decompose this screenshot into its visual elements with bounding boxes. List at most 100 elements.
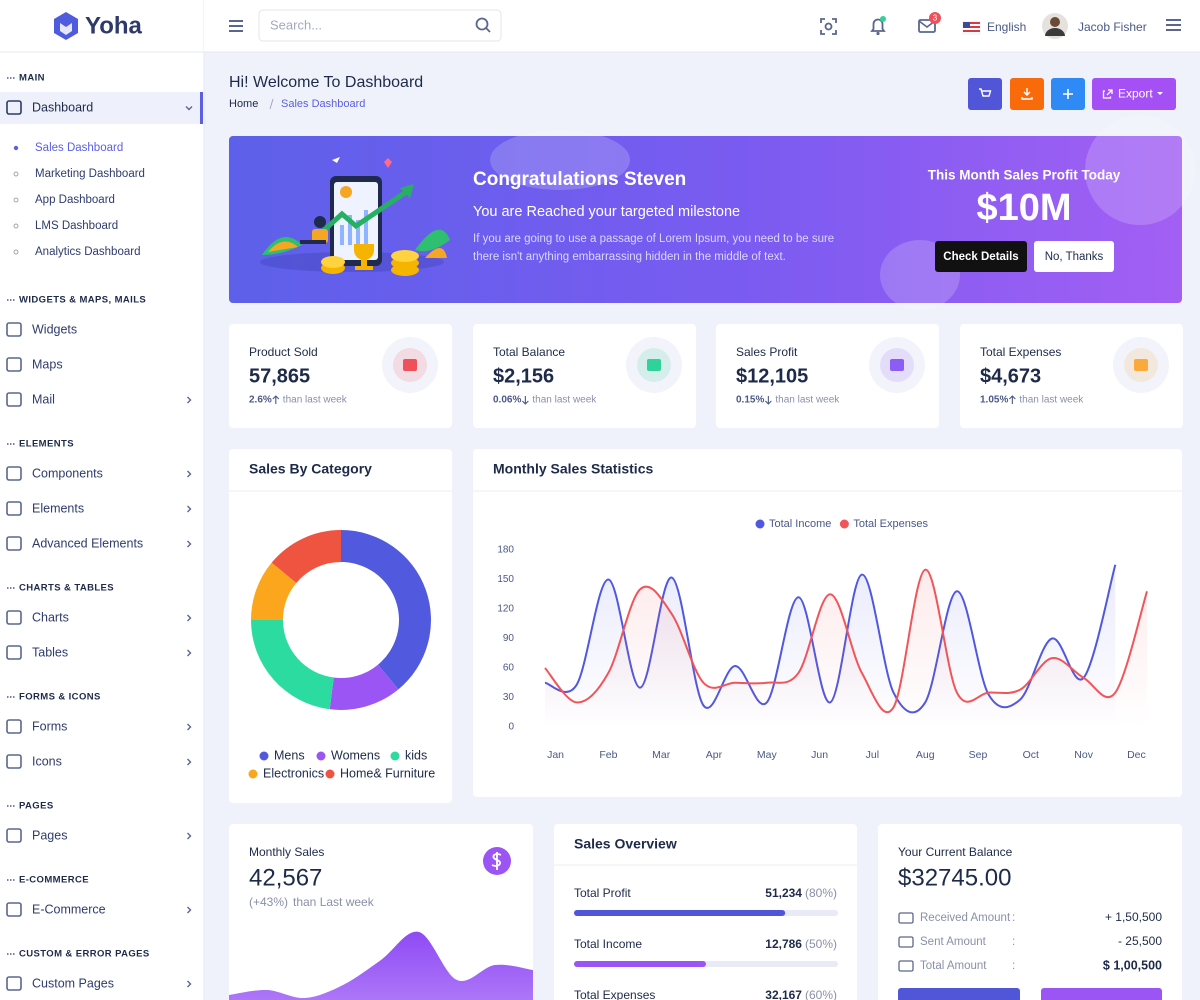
legend-dot — [390, 751, 400, 761]
brand: Yoha — [85, 12, 143, 39]
menu-icon — [6, 536, 22, 551]
legend-dot — [839, 519, 849, 529]
menu-item[interactable]: Forms — [32, 719, 67, 733]
menu-item[interactable]: Advanced Elements — [32, 536, 143, 550]
stat-icon — [647, 359, 661, 371]
section-title: CUSTOM & ERROR PAGES — [19, 949, 150, 960]
balance-button[interactable] — [1041, 988, 1162, 1000]
stat-note: than last week — [1019, 395, 1084, 406]
submenu-item[interactable]: Sales Dashboard — [35, 142, 123, 154]
notification-icon[interactable] — [870, 16, 886, 36]
menu-icon — [6, 501, 22, 516]
stat-icon — [1134, 359, 1148, 371]
x-tick-label: Aug — [916, 749, 935, 761]
menu-item[interactable]: Tables — [32, 645, 68, 659]
flag-icon[interactable] — [962, 21, 981, 35]
overview-value: 32,167 — [765, 988, 802, 1000]
menu-item[interactable]: Maps — [32, 357, 63, 371]
stat-label: Total Balance — [493, 345, 565, 359]
x-tick-label: Oct — [1023, 749, 1039, 761]
fullscreen-icon[interactable] — [820, 18, 837, 35]
chevron — [187, 649, 192, 657]
section-title: WIDGETS & MAPS, MAILS — [19, 295, 146, 306]
x-tick-label: Apr — [706, 749, 723, 761]
menu-icon — [6, 466, 22, 481]
stat-value: 57,865 — [249, 365, 310, 387]
no-thanks-button[interactable] — [1034, 241, 1114, 272]
banner-subheading: You are Reached your targeted milestone — [473, 204, 740, 220]
legend-label: Total Expenses — [853, 518, 928, 530]
overview-percent: (50%) — [805, 937, 837, 951]
monthly-sales-change: (+43%) — [249, 895, 288, 909]
language[interactable]: English — [987, 20, 1026, 34]
balance-amount: + 1,50,500 — [1105, 910, 1162, 924]
x-tick-label: Nov — [1074, 749, 1093, 761]
user-name[interactable]: Jacob Fisher — [1078, 20, 1147, 34]
donut-slice — [329, 664, 399, 710]
section-title: CHARTS & TABLES — [19, 583, 114, 594]
breadcrumb-home[interactable]: Home — [229, 98, 258, 110]
balance-button[interactable] — [898, 988, 1020, 1000]
x-tick-label: May — [757, 749, 778, 761]
submenu-item[interactable]: Analytics Dashboard — [35, 246, 140, 258]
download-icon — [1021, 88, 1033, 100]
menu-item[interactable]: Components — [32, 466, 103, 480]
section-title: E-COMMERCE — [19, 875, 89, 886]
menu-icon — [6, 357, 22, 372]
stat-value: $2,156 — [493, 365, 554, 387]
menu-icon — [6, 322, 22, 337]
stat-icon — [403, 359, 417, 371]
chevron — [187, 470, 192, 478]
menu-item[interactable]: Custom Pages — [32, 976, 114, 990]
menu-icon — [6, 976, 22, 991]
menu-item[interactable]: Mail — [32, 392, 55, 406]
cart-button[interactable] — [968, 78, 1002, 110]
stat-label: Total Expenses — [980, 345, 1061, 359]
menu-item[interactable]: Pages — [32, 828, 67, 842]
monthly-sales-note: than Last week — [293, 895, 375, 909]
menu-toggle[interactable] — [229, 20, 243, 32]
submenu-dot — [13, 223, 19, 229]
chevron — [187, 723, 192, 731]
submenu-item[interactable]: App Dashboard — [35, 194, 115, 206]
submenu-dot — [13, 249, 19, 255]
mail-icon[interactable] — [918, 12, 941, 33]
menu-item[interactable]: Elements — [32, 501, 84, 515]
search-box[interactable] — [258, 9, 502, 42]
profit-label: This Month Sales Profit Today — [928, 168, 1121, 183]
submenu-item[interactable]: Marketing Dashboard — [35, 168, 145, 180]
legend-dot — [325, 769, 335, 779]
card — [229, 824, 533, 1000]
menu-item[interactable]: Icons — [32, 754, 62, 768]
submenu-dot — [13, 171, 19, 177]
menu-item[interactable]: Dashboard — [32, 100, 93, 114]
stat-value: $4,673 — [980, 365, 1041, 387]
submenu-item[interactable]: LMS Dashboard — [35, 220, 118, 232]
card-title: Monthly Sales — [249, 845, 324, 859]
menu-item[interactable]: Charts — [32, 610, 69, 624]
menu-icon — [6, 754, 22, 769]
chevron — [187, 832, 192, 840]
section-title: FORMS & ICONS — [19, 692, 101, 703]
export-button[interactable] — [1092, 78, 1176, 110]
balance-amount: - 25,500 — [1118, 934, 1162, 948]
menu-icon — [6, 610, 22, 625]
balance-label: Sent Amount — [920, 936, 987, 948]
right-menu-icon[interactable] — [1166, 19, 1181, 31]
avatar[interactable] — [1042, 13, 1068, 39]
stat-change: 1.05% — [980, 395, 1008, 406]
progress-bar — [574, 961, 706, 967]
breadcrumb-separator — [269, 98, 274, 110]
chevron — [187, 540, 192, 548]
overview-label: Total Expenses — [574, 988, 655, 1000]
check-details-button[interactable] — [935, 241, 1027, 272]
menu-item[interactable]: Widgets — [32, 322, 77, 336]
x-tick-label: Dec — [1127, 749, 1146, 761]
menu-item[interactable]: E-Commerce — [32, 902, 106, 916]
x-tick-label: Jun — [811, 749, 828, 761]
search-icon[interactable] — [475, 17, 491, 33]
balance-label: Received Amount — [920, 912, 1011, 924]
legend-label: Mens — [274, 748, 305, 762]
legend-dot — [316, 751, 326, 761]
